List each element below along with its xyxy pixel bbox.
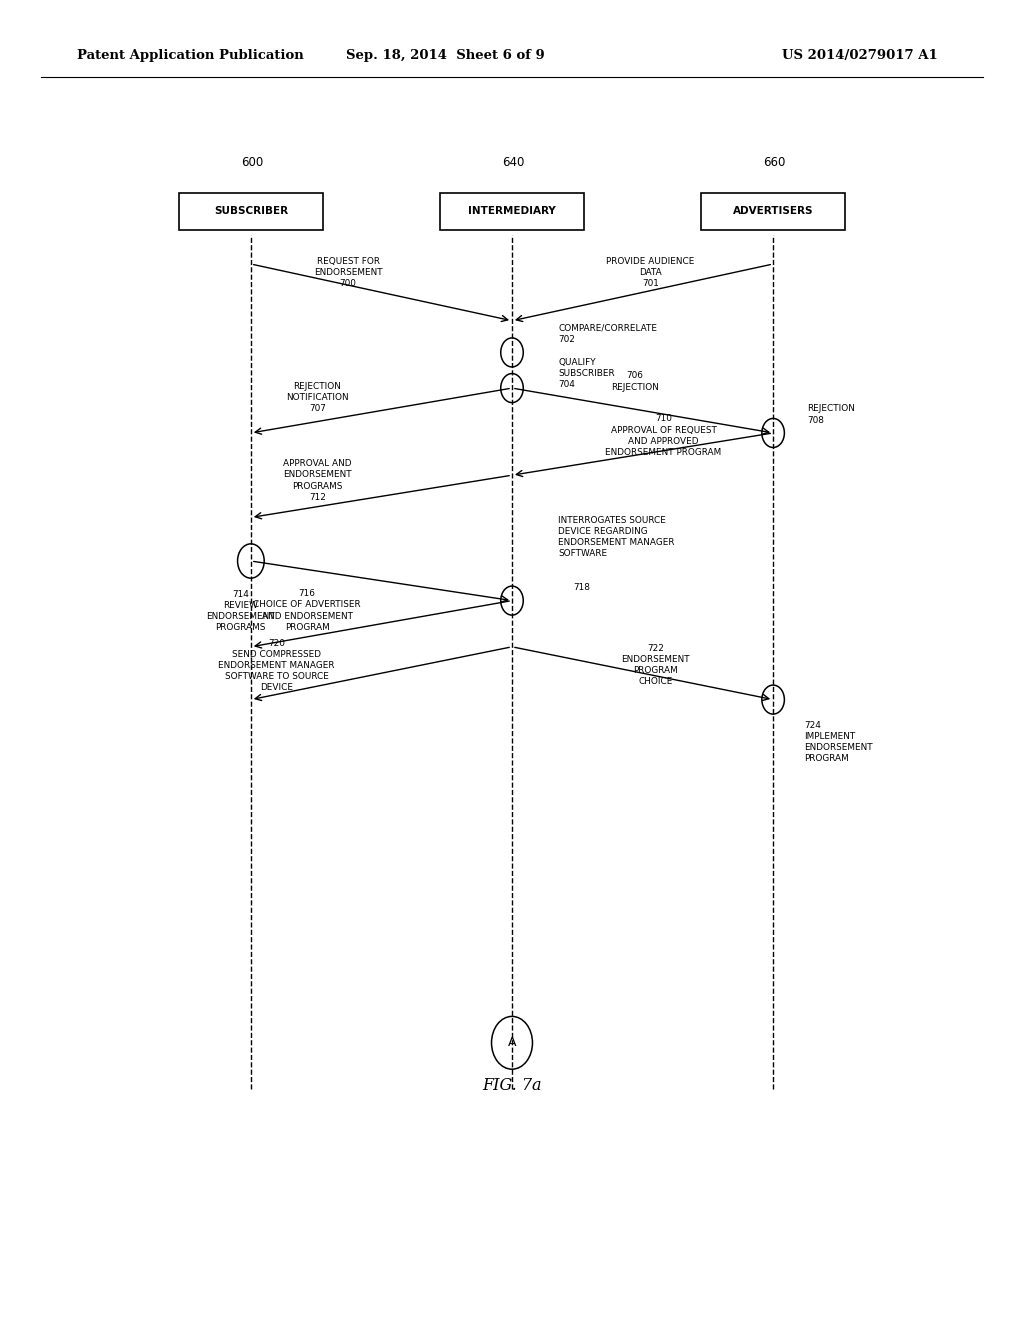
Text: A: A (508, 1036, 516, 1049)
Text: 720
SEND COMPRESSED
ENDORSEMENT MANAGER
SOFTWARE TO SOURCE
DEVICE: 720 SEND COMPRESSED ENDORSEMENT MANAGER … (218, 639, 335, 692)
Text: 714
REVIEW
ENDORSEMENT
PROGRAMS: 714 REVIEW ENDORSEMENT PROGRAMS (206, 590, 275, 632)
Text: PROVIDE AUDIENCE
DATA
701: PROVIDE AUDIENCE DATA 701 (606, 257, 694, 288)
Text: COMPARE/CORRELATE
702: COMPARE/CORRELATE 702 (558, 323, 657, 345)
Text: 600: 600 (241, 156, 263, 169)
Text: ADVERTISERS: ADVERTISERS (733, 206, 813, 216)
Text: 724
IMPLEMENT
ENDORSEMENT
PROGRAM: 724 IMPLEMENT ENDORSEMENT PROGRAM (804, 721, 872, 763)
Text: 660: 660 (763, 156, 785, 169)
Text: SUBSCRIBER: SUBSCRIBER (214, 206, 288, 216)
Text: REQUEST FOR
ENDORSEMENT
700: REQUEST FOR ENDORSEMENT 700 (313, 257, 383, 288)
FancyBboxPatch shape (701, 193, 845, 230)
Text: 640: 640 (502, 156, 524, 169)
Text: 716
CHOICE OF ADVERTISER
AND ENDORSEMENT
PROGRAM: 716 CHOICE OF ADVERTISER AND ENDORSEMENT… (253, 589, 361, 632)
Text: Patent Application Publication: Patent Application Publication (77, 49, 303, 62)
Text: REJECTION
708: REJECTION 708 (807, 404, 855, 425)
FancyBboxPatch shape (440, 193, 584, 230)
Text: QUALIFY
SUBSCRIBER
704: QUALIFY SUBSCRIBER 704 (558, 358, 614, 389)
Text: US 2014/0279017 A1: US 2014/0279017 A1 (782, 49, 938, 62)
Text: 710
APPROVAL OF REQUEST
AND APPROVED
ENDORSEMENT PROGRAM: 710 APPROVAL OF REQUEST AND APPROVED END… (605, 414, 722, 457)
Text: 706
REJECTION: 706 REJECTION (611, 371, 658, 392)
FancyBboxPatch shape (179, 193, 323, 230)
Text: 718: 718 (573, 583, 591, 591)
Text: 722
ENDORSEMENT
PROGRAM
CHOICE: 722 ENDORSEMENT PROGRAM CHOICE (621, 644, 690, 686)
Text: INTERMEDIARY: INTERMEDIARY (468, 206, 556, 216)
Text: INTERROGATES SOURCE
DEVICE REGARDING
ENDORSEMENT MANAGER
SOFTWARE: INTERROGATES SOURCE DEVICE REGARDING END… (558, 516, 675, 558)
Text: APPROVAL AND
ENDORSEMENT
PROGRAMS
712: APPROVAL AND ENDORSEMENT PROGRAMS 712 (283, 459, 352, 502)
Text: FIG. 7a: FIG. 7a (482, 1077, 542, 1093)
Text: Sep. 18, 2014  Sheet 6 of 9: Sep. 18, 2014 Sheet 6 of 9 (346, 49, 545, 62)
Text: REJECTION
NOTIFICATION
707: REJECTION NOTIFICATION 707 (286, 381, 349, 413)
